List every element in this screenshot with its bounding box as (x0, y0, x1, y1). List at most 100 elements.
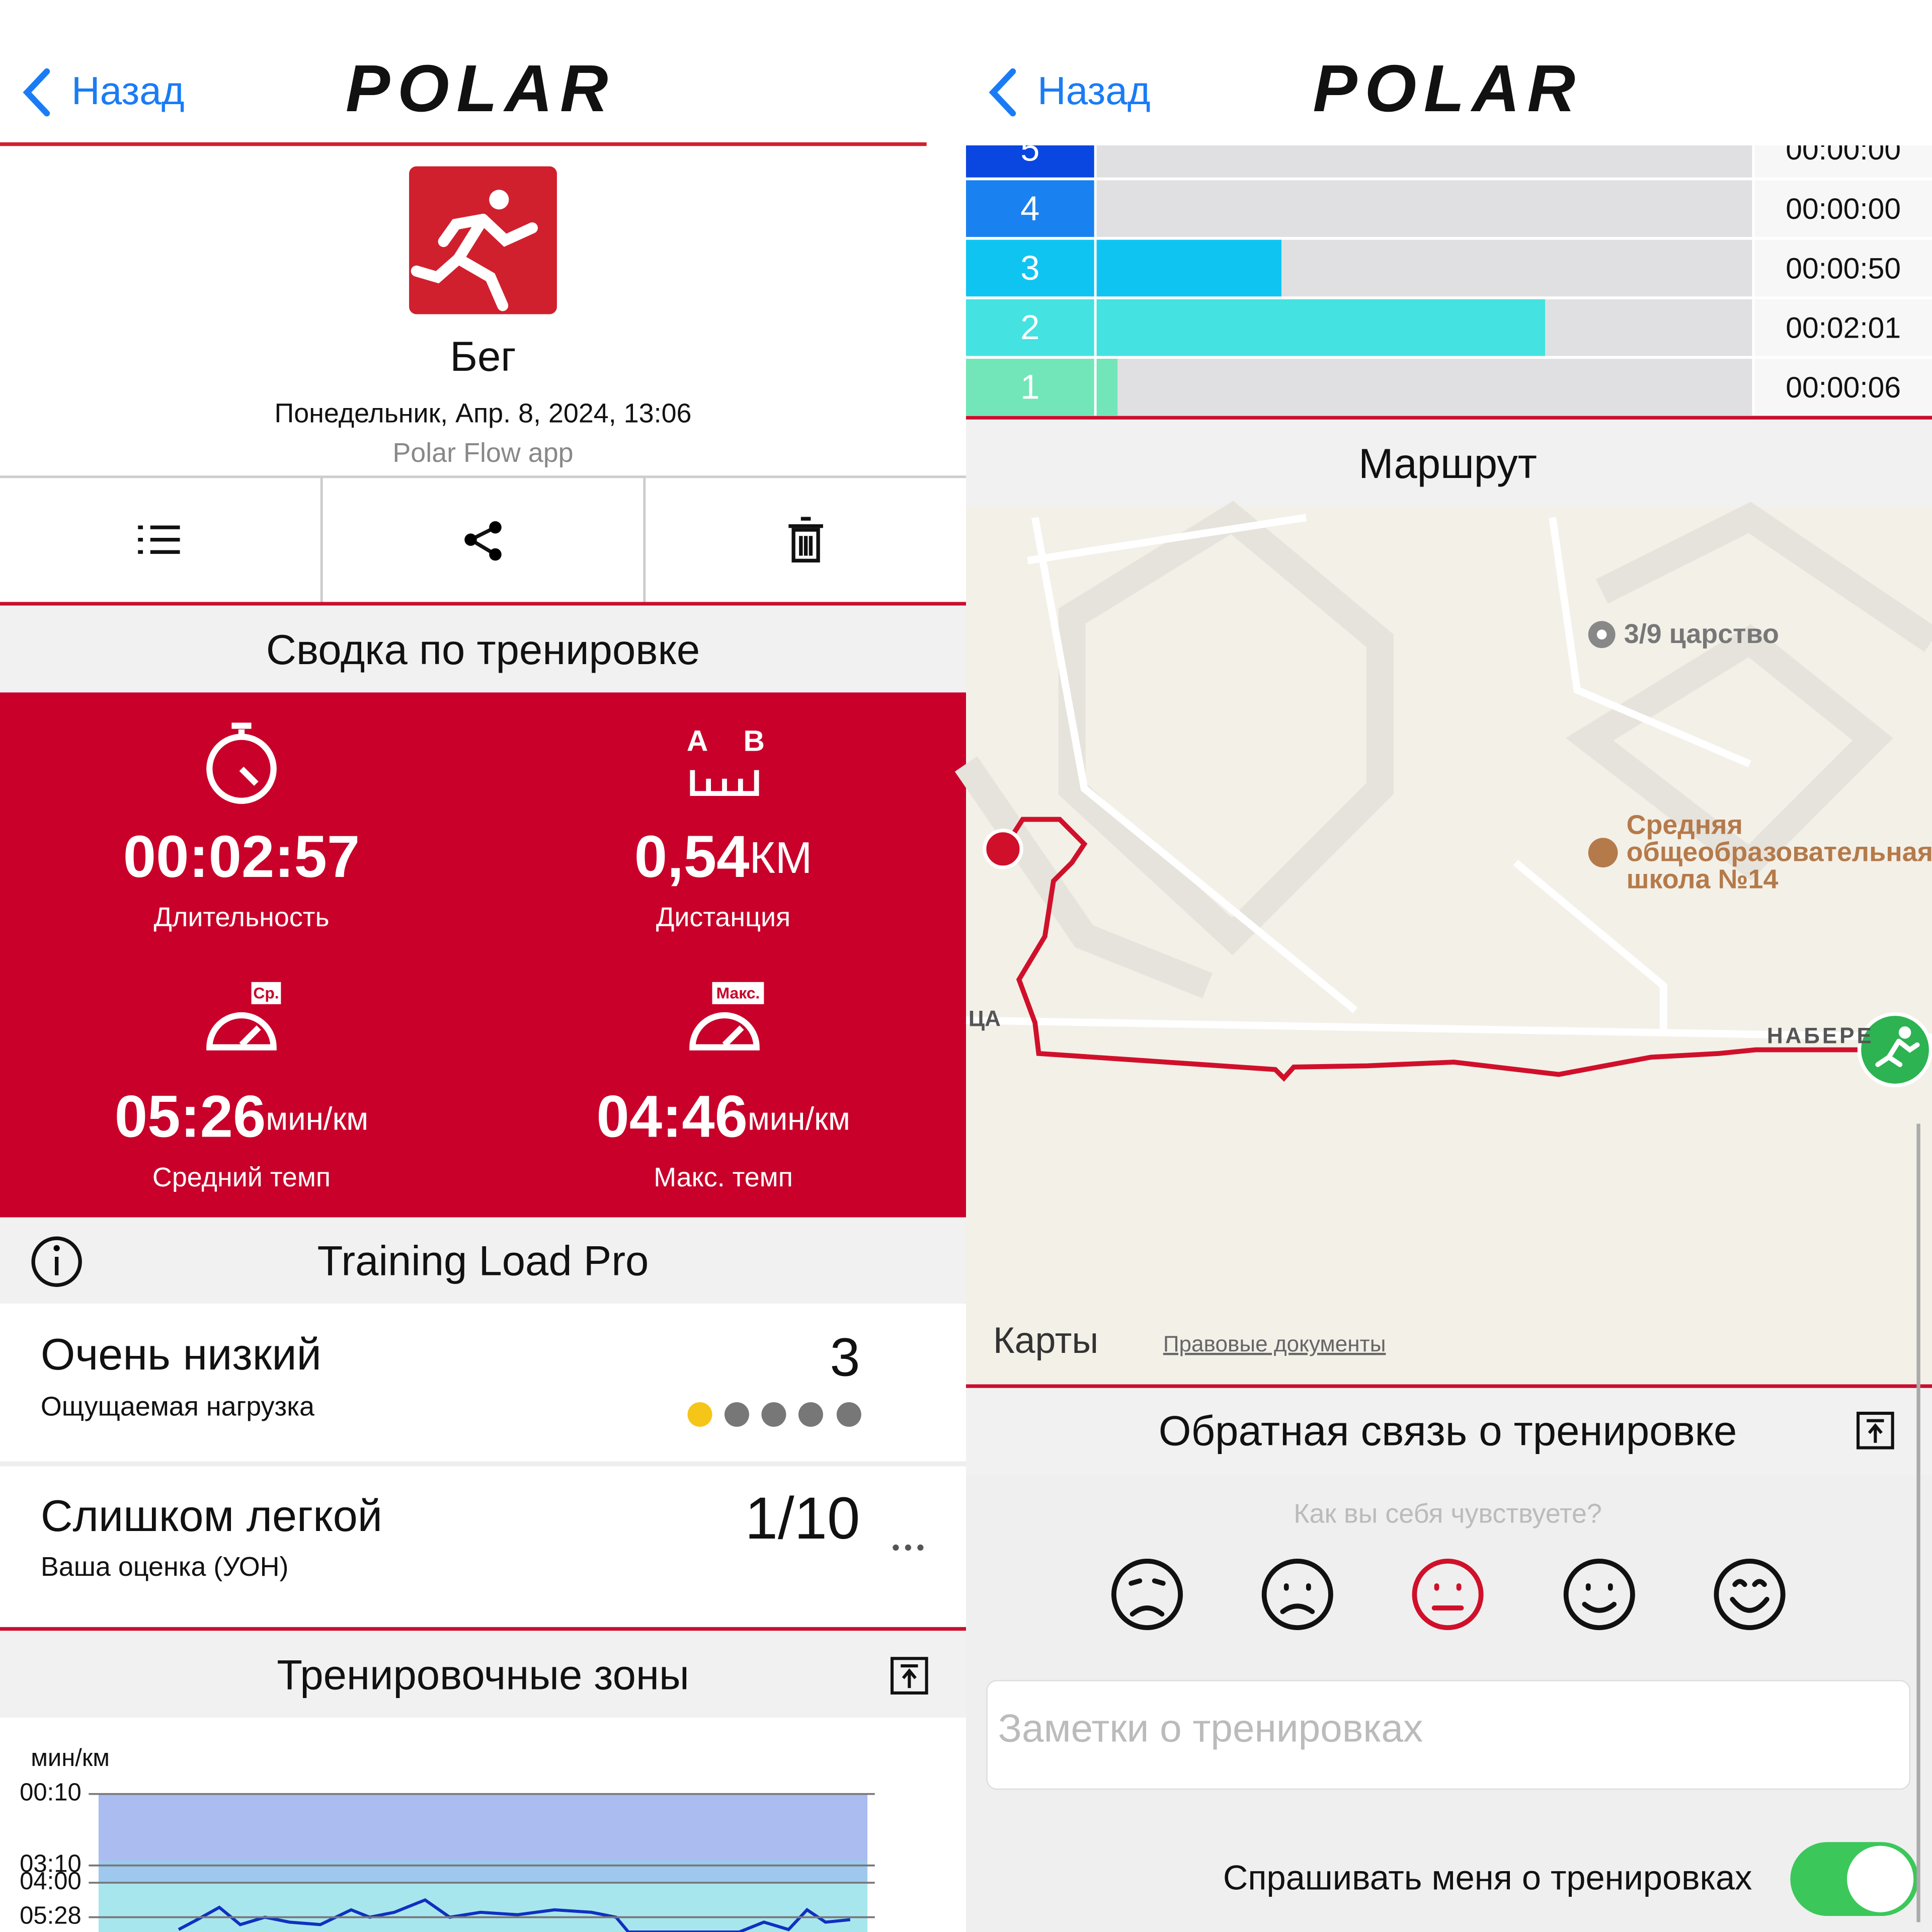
shape (23, 68, 50, 117)
export-button[interactable] (1857, 1411, 1894, 1450)
legal-link[interactable]: Правовые документы (1163, 1332, 1386, 1356)
mood-face[interactable] (1261, 1558, 1333, 1630)
info-button[interactable] (31, 1236, 82, 1287)
load-label: Ощущаемая нагрузка (41, 1391, 314, 1421)
shape (1129, 1578, 1166, 1617)
mood-face[interactable] (1714, 1558, 1786, 1630)
shape (489, 190, 509, 210)
y-tick-label: 00:10 (20, 1779, 82, 1806)
zone-time-bg (1754, 299, 1932, 356)
y-tick-label: 04:00 (20, 1868, 82, 1895)
stat-value: 05:26мин/км (115, 1084, 368, 1150)
shape (983, 828, 1023, 869)
shape (966, 1389, 1932, 1475)
back-button[interactable]: Назад (23, 68, 185, 117)
map-label: общеобразовательная (1627, 837, 1932, 867)
zone-time: 00:00:50 (1786, 252, 1901, 285)
shape (1596, 629, 1607, 640)
shape (31, 1236, 82, 1287)
rpe-value: 1/10 (745, 1485, 860, 1551)
notes-input[interactable] (986, 1680, 1911, 1790)
shape (1714, 1558, 1786, 1630)
zone-label-bg (966, 239, 1094, 297)
shape (239, 766, 259, 786)
stat-label: Средний темп (152, 1162, 331, 1192)
rpe-level: Слишком легкой (41, 1491, 382, 1541)
y-tick-label: 03:10 (20, 1850, 82, 1878)
shape (689, 1012, 760, 1051)
shape (1867, 1419, 1884, 1443)
shape (53, 1245, 60, 1251)
map-label: школа №14 (1627, 864, 1779, 894)
shape (1875, 1038, 1920, 1067)
shape (712, 982, 764, 1004)
zone-bar (1096, 359, 1118, 416)
section-title: Обратная связь о тренировке (1159, 1408, 1737, 1455)
zone-bar (1096, 239, 1281, 297)
shape (954, 501, 1932, 999)
shape (791, 528, 820, 562)
activity: Бег (450, 333, 516, 380)
shape (1563, 1558, 1635, 1630)
notes-placeholder: Заметки о тренировках (998, 1706, 1423, 1750)
shape (239, 1025, 261, 1048)
mood-face[interactable] (1111, 1558, 1183, 1630)
shape (438, 213, 489, 248)
shape (905, 1544, 912, 1551)
shape (489, 548, 502, 561)
load-value: 3 (830, 1327, 860, 1388)
runner (411, 190, 538, 311)
zone-label-bg (966, 180, 1094, 237)
shape (965, 1016, 1932, 1041)
zone-time: 00:00:06 (1786, 371, 1901, 404)
zone-track (1096, 145, 1752, 178)
summary-block (0, 692, 966, 1218)
map-label: Средняя (1627, 810, 1743, 840)
source: Polar Flow app (392, 438, 573, 468)
delete-button[interactable] (788, 517, 823, 562)
stat-label: Длительность (153, 902, 329, 932)
chart-unit: мин/км (31, 1744, 110, 1772)
zone-time: 00:02:01 (1786, 312, 1901, 345)
stat-unit: КМ (750, 833, 813, 882)
mood-face[interactable] (1412, 1558, 1484, 1630)
shape (836, 1402, 861, 1427)
zone-track (1096, 180, 1752, 237)
zone-time-bg (1754, 239, 1932, 297)
ask-toggle[interactable] (1790, 1842, 1919, 1916)
shape (0, 1217, 966, 1304)
stat-unit: мин/км (748, 1101, 850, 1137)
shape (722, 1025, 744, 1048)
shape (989, 68, 1016, 117)
shape (464, 533, 477, 546)
shape (178, 1898, 851, 1932)
shape (0, 1461, 966, 1467)
export-button[interactable] (891, 1657, 928, 1695)
more-button[interactable] (893, 1544, 924, 1551)
shape (917, 1544, 924, 1551)
shape (1412, 1558, 1484, 1630)
ab-icon: B (744, 725, 765, 757)
shape (1111, 1558, 1786, 1630)
shape (954, 756, 1213, 999)
back-button[interactable]: Назад (989, 68, 1151, 117)
shape (206, 1012, 277, 1051)
logo: POLAR (1313, 51, 1582, 126)
date: Понедельник, Апр. 8, 2024, 13:06 (275, 398, 692, 429)
logo: POLAR (346, 51, 615, 126)
zone-label-bg (966, 299, 1094, 356)
zone-time-bg (1754, 180, 1932, 237)
list-button[interactable] (138, 525, 180, 554)
shape (1431, 1583, 1464, 1611)
shape (893, 1544, 899, 1551)
mood-face[interactable] (1563, 1558, 1635, 1630)
shape (1058, 501, 1394, 955)
shape (251, 982, 281, 1004)
badge: Ср. (253, 984, 279, 1002)
shape (1261, 1558, 1333, 1630)
zone-number: 1 (1020, 367, 1039, 406)
stat-label: Дистанция (656, 902, 790, 932)
share-button[interactable] (464, 521, 502, 561)
question: Как вы себя чувствуете? (1294, 1498, 1602, 1528)
